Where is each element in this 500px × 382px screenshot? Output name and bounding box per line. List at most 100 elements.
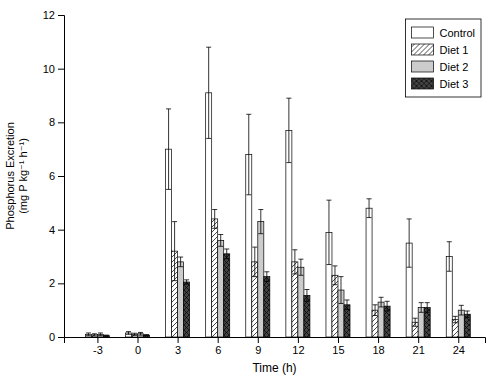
error-bar (212, 210, 217, 229)
bar (224, 254, 230, 337)
legend-label: Diet 3 (440, 78, 469, 90)
y-tick-label: 8 (49, 116, 55, 128)
x-axis: -303691215182124 (65, 337, 486, 356)
y-tick-mark (58, 337, 64, 338)
error-bar (379, 297, 384, 307)
y-tick: 0 (49, 331, 64, 343)
error-bar (419, 303, 424, 313)
error-bar (332, 266, 337, 285)
error-bar (345, 300, 350, 310)
y-tick-label: 12 (43, 9, 55, 21)
error-bar (206, 47, 211, 138)
error-bar (304, 290, 309, 302)
y-tick: 2 (49, 277, 64, 289)
y-tick: 12 (43, 9, 64, 21)
x-tick: 0 (135, 337, 141, 356)
x-tick-label: 21 (413, 344, 425, 356)
legend-entry: Control (412, 27, 475, 39)
y-tick-label: 2 (49, 277, 55, 289)
error-bar (132, 333, 137, 335)
x-tick-label: 18 (372, 344, 384, 356)
legend-entry: Diet 1 (412, 44, 469, 56)
error-bar (218, 234, 223, 246)
y-axis-line (58, 16, 65, 338)
error-bar (92, 334, 97, 336)
bar-series (85, 47, 452, 337)
error-bar (172, 222, 177, 281)
x-tick-mark (218, 337, 219, 343)
bar (298, 267, 304, 337)
bar (212, 219, 218, 337)
legend-label: Control (440, 27, 475, 39)
legend-frame (406, 19, 481, 97)
bar-series (91, 210, 458, 337)
error-bar (367, 199, 372, 218)
legend: Control Diet 1 Diet 2 Diet 3 (406, 19, 481, 97)
error-bar (126, 332, 131, 335)
bar (378, 302, 384, 337)
y-tick-mark (58, 283, 64, 284)
legend-label: Diet 2 (440, 61, 469, 73)
bar-series (97, 210, 464, 337)
y-tick-mark (58, 176, 64, 177)
x-tick-mark (258, 337, 259, 343)
bar (366, 208, 372, 337)
bar (178, 262, 184, 337)
x-tick: -3 (93, 337, 103, 356)
error-bar (258, 210, 263, 234)
error-bar (264, 272, 269, 282)
bar (184, 282, 190, 337)
x-tick-label: 24 (453, 344, 465, 356)
y-tick-mark (58, 230, 64, 231)
bar (103, 336, 109, 337)
bar (144, 335, 150, 337)
x-tick-mark (97, 337, 98, 343)
x-tick-mark (178, 337, 179, 343)
x-tick-mark (378, 337, 379, 343)
x-tick-mark (338, 337, 339, 343)
error-bar (425, 303, 430, 313)
y-axis-label-line: (mg P kg⁻¹ h⁻¹) (17, 138, 29, 214)
error-bar (453, 316, 458, 322)
x-axis-line (65, 338, 486, 344)
legend-entry: Diet 2 (412, 61, 469, 73)
bar-series (103, 249, 470, 337)
error-bar (373, 305, 378, 316)
x-tick: 9 (255, 337, 261, 356)
error-bar (338, 277, 343, 304)
x-tick-label: 0 (135, 344, 141, 356)
legend-swatch (412, 61, 434, 72)
y-tick: 10 (43, 63, 64, 75)
y-axis: 0 2 4 6 8 10 12 (43, 9, 65, 343)
error-bar (292, 250, 297, 274)
y-tick-label: 4 (49, 224, 55, 236)
bar (218, 240, 224, 337)
x-tick: 6 (215, 337, 221, 356)
y-axis-label: Phosphorus Excretion(mg P kg⁻¹ h⁻¹) (4, 122, 29, 230)
legend-swatch (412, 27, 434, 38)
x-tick-label: 9 (255, 344, 261, 356)
bar (264, 277, 270, 337)
error-bar (413, 318, 418, 326)
y-tick-label: 0 (49, 331, 55, 343)
bar (258, 222, 264, 337)
chart: -303691215182124024681012ControlDiet 1Di… (0, 0, 500, 382)
error-bar (298, 259, 303, 275)
y-tick-label: 10 (43, 63, 55, 75)
legend-swatch (412, 44, 434, 55)
error-bar (184, 280, 189, 284)
y-axis-label-line: Phosphorus Excretion (4, 122, 16, 230)
y-tick-mark (58, 15, 64, 16)
y-tick-label: 6 (49, 170, 55, 182)
error-bar (104, 335, 109, 336)
error-bar (144, 335, 149, 336)
plot: -303691215182124024681012ControlDiet 1Di… (43, 9, 486, 356)
x-tick: 12 (292, 337, 304, 356)
legend-swatch (412, 78, 434, 89)
y-tick: 8 (49, 116, 64, 128)
error-bar (326, 200, 331, 264)
x-tick-label: 12 (292, 344, 304, 356)
x-tick: 24 (453, 337, 465, 356)
x-axis-label: Time (h) (252, 361, 296, 375)
x-tick: 15 (332, 337, 344, 356)
